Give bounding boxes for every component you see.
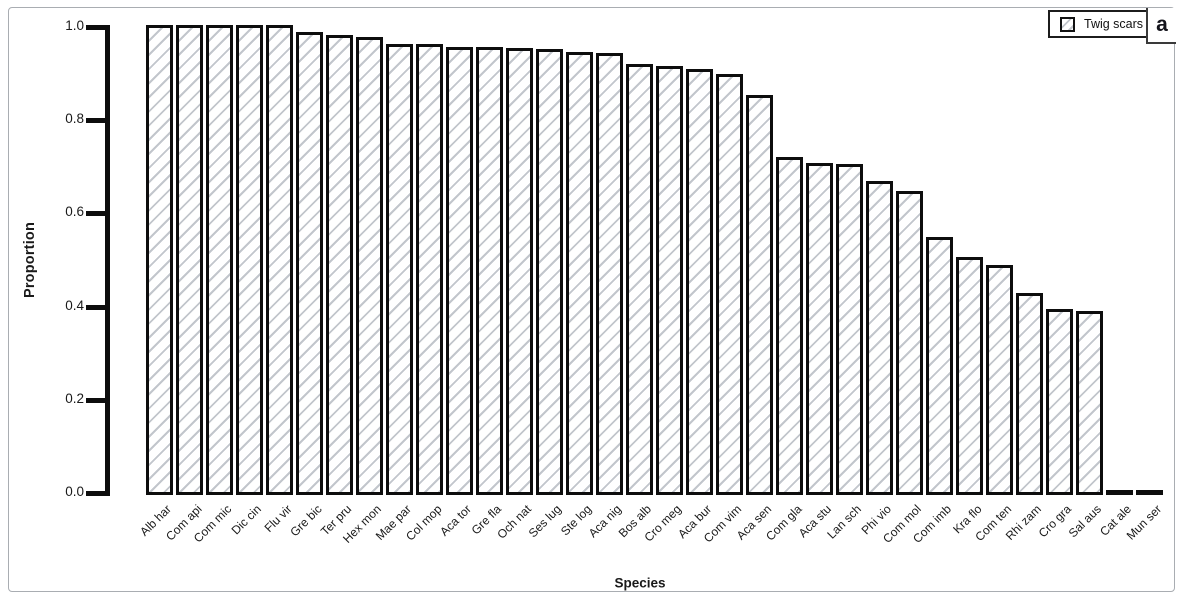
bar	[416, 44, 443, 495]
bar	[1016, 293, 1043, 495]
bar	[836, 164, 863, 495]
y-tick-label: 0.2	[65, 391, 84, 406]
bar	[746, 95, 773, 495]
bar	[326, 35, 353, 495]
bar-zero	[1136, 490, 1163, 495]
bar	[866, 181, 893, 495]
bar	[716, 74, 743, 495]
y-tick	[86, 398, 105, 403]
bar	[536, 49, 563, 495]
bar	[896, 191, 923, 495]
y-tick-label: 0.4	[65, 298, 84, 313]
bar	[926, 237, 953, 495]
y-tick-label: 0.8	[65, 111, 84, 126]
y-axis-line	[105, 25, 110, 496]
bar	[476, 47, 503, 495]
bar	[506, 48, 533, 495]
legend: Twig scars	[1048, 10, 1157, 38]
y-tick	[86, 118, 105, 123]
bar	[656, 66, 683, 495]
bar	[386, 44, 413, 495]
bar	[566, 52, 593, 495]
bar	[176, 25, 203, 495]
bar	[626, 64, 653, 495]
y-tick-label: 0.0	[65, 484, 84, 499]
bar	[686, 69, 713, 495]
panel-label: a	[1146, 8, 1176, 44]
bar	[206, 25, 233, 495]
y-axis-title: Proportion	[22, 221, 38, 299]
y-tick	[86, 305, 105, 310]
bar	[596, 53, 623, 495]
bar	[986, 265, 1013, 495]
y-tick-label: 0.6	[65, 204, 84, 219]
bar	[956, 257, 983, 495]
figure-border	[8, 7, 1175, 592]
bar	[296, 32, 323, 495]
bar-zero	[1106, 490, 1133, 495]
x-axis-title: Species	[614, 575, 666, 591]
legend-label: Twig scars	[1084, 17, 1144, 31]
bar	[776, 157, 803, 495]
bar	[146, 25, 173, 495]
bar	[1046, 309, 1073, 495]
y-tick	[86, 491, 105, 496]
y-tick	[86, 25, 105, 30]
bar	[446, 47, 473, 495]
bar	[356, 37, 383, 495]
bar	[806, 163, 833, 495]
bar	[236, 25, 263, 495]
bar	[266, 25, 293, 495]
diagonal-hatch-swatch-icon	[1060, 16, 1075, 32]
y-tick	[86, 211, 105, 216]
bar	[1076, 311, 1103, 495]
y-tick-label: 1.0	[65, 18, 84, 33]
